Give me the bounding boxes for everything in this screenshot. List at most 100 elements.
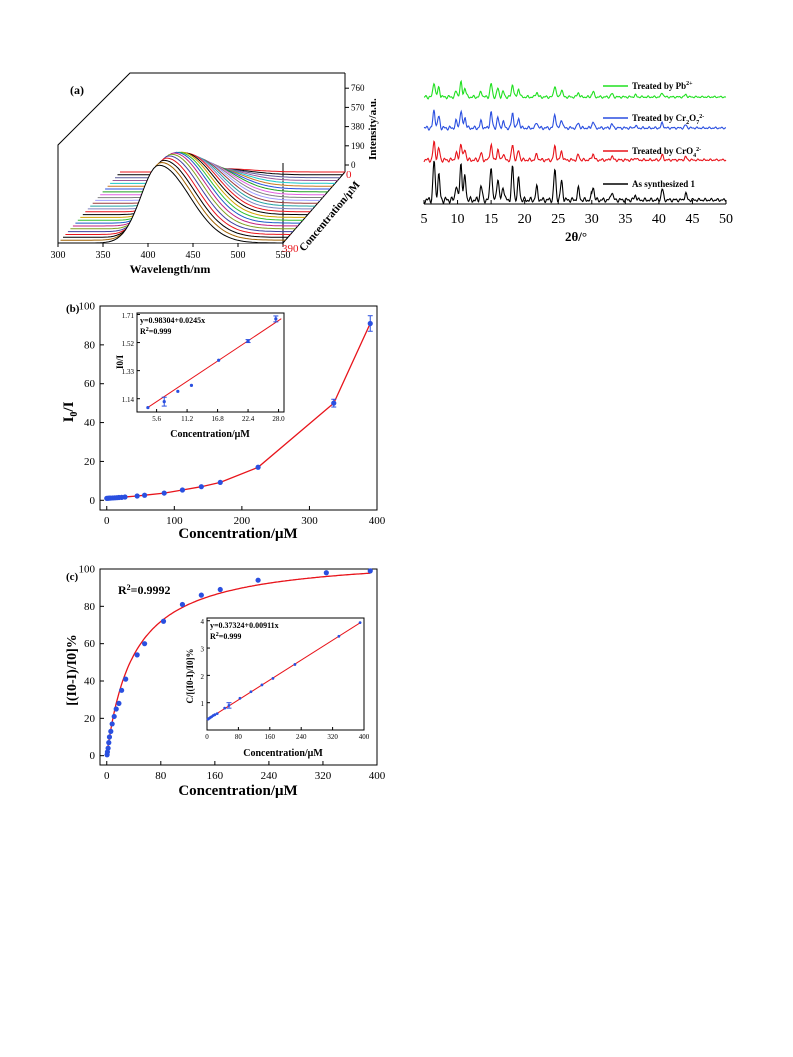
data-point [106,740,112,746]
x-tick-label: 5.6 [152,415,161,423]
x-tick-label: 22.4 [242,415,255,423]
xrd-x-ticks: 5 10 15 20 25 30 35 40 45 50 [421,200,733,227]
panel-c-inset-x-label: Concentration/μM [243,748,323,759]
x-tick-label: 300 [51,250,66,261]
panel-b-data [104,315,373,501]
xrd-tick-label: 35 [618,212,632,227]
x-tick-label: 80 [235,733,243,741]
x-tick-label: 400 [369,515,386,527]
panel-c-r2: R2=0.9992 [118,583,171,597]
x-tick-label: 160 [207,770,224,782]
x-tick-label: 80 [155,770,167,782]
y-tick-label: 2 [201,673,205,681]
x-tick-label: 500 [231,250,246,261]
fit-line [206,621,362,721]
panel-a-x-label: Wavelength/nm [130,262,211,276]
data-point [331,400,337,406]
xrd-tick-label: 30 [585,212,599,227]
data-point [217,479,223,486]
x-tick-label: 550 [276,250,291,261]
panel-a-y-tick-front: 0 [346,169,352,181]
panel-c-inset-r2: R2=0.999 [210,632,241,641]
z-tick-label: 380 [351,122,365,132]
data-point [260,683,264,687]
data-point [274,317,278,321]
data-point [246,339,250,343]
panel-b-inset-data: 5.6 11.2 16.8 22.4 28.0 1.14 1.33 1.52 1.71 [122,312,285,423]
data-point [323,570,329,576]
data-point [215,712,219,716]
data-point [255,577,261,583]
data-point [293,663,297,666]
panel-b-label: (b) [66,303,80,315]
spectrum-line [75,151,301,224]
data-point [160,618,167,624]
spectrum-line [58,164,283,244]
x-tick-label: 16.8 [211,415,224,423]
y-tick-label: 40 [84,676,96,688]
data-point [119,687,125,693]
x-tick-label: 0 [104,515,110,527]
xrd-tick-label: 45 [685,212,699,227]
z-tick-label: 570 [351,102,365,112]
y-tick-label: 4 [201,618,205,626]
y-tick-label: 80 [84,601,96,613]
data-point [111,713,117,720]
data-point [116,700,122,707]
y-tick-label: 80 [84,339,96,351]
data-point [134,652,140,658]
data-point [109,721,115,727]
x-tick-label: 240 [261,770,278,782]
xrd-tick-label: 25 [551,212,565,227]
data-point [367,320,373,327]
x-tick-label: 0 [205,733,209,741]
y-tick-label: 20 [84,713,96,725]
legend-label: Treated by CrO42- [632,146,701,159]
data-point [134,493,140,499]
y-tick-label: 0 [90,495,96,507]
panel-b-inset-y-label: I0/I [115,355,125,370]
data-point [113,706,119,712]
panel-b-y-label: I0/I [61,401,80,422]
xrd-tick-label: 20 [518,212,532,227]
spectrum-line [65,157,291,235]
panel-b-axes: 0 100 200 300 400 0 20 40 60 80 100 [79,301,386,528]
xrd-pattern-line [423,109,726,131]
xrd-legend: Treated by Pb2+ Treated by Cr2O72- Treated… [603,81,704,189]
y-tick-label: 60 [84,638,96,650]
x-tick-label: 320 [315,770,332,782]
panel-c-inset-data: 0 80 160 240 320 400 1 2 3 4 [201,618,370,741]
fit-line [147,318,282,408]
data-point [123,676,129,682]
z-tick-label: 0 [351,160,356,170]
panel-a-z-ticks: 0 190 380 570 760 [345,83,365,170]
panel-b-frame [99,305,378,511]
xrd-x-label: 2θ/° [565,229,587,244]
data-point [162,400,166,404]
spectrum-line [87,153,313,210]
x-tick-label: 400 [141,250,156,261]
z-tick-label: 760 [351,83,365,93]
data-point [179,487,186,493]
panel-c-inset-equation: y=0.37324+0.00911x [210,621,279,630]
y-tick-label: 100 [79,301,96,313]
x-tick-label: 100 [166,515,183,527]
y-tick-label: 0 [90,750,96,762]
panel-b-x-label: Concentration/μM [178,526,297,542]
y-tick-label: 60 [84,378,96,390]
spectrum-line [90,155,316,207]
x-tick-label: 350 [96,250,111,261]
x-tick-label: 400 [369,770,386,782]
xrd-pattern-line [423,160,727,205]
data-point [108,728,114,735]
y-tick-label: 1.14 [122,396,135,404]
x-tick-label: 300 [301,515,318,527]
y-tick-label: 1 [201,700,205,708]
xrd-tick-label: 40 [652,212,666,227]
y-tick-label: 1.71 [122,312,135,320]
y-tick-label: 20 [84,456,96,468]
